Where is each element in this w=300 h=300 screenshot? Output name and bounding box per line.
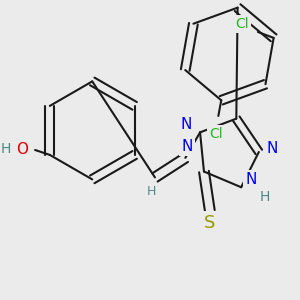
Text: N: N — [181, 117, 192, 132]
Text: Cl: Cl — [236, 17, 249, 31]
Text: N: N — [182, 139, 193, 154]
Text: S: S — [204, 214, 215, 232]
Text: N: N — [267, 140, 278, 155]
Text: H: H — [0, 142, 11, 156]
Text: N: N — [245, 172, 257, 187]
Text: O: O — [16, 142, 28, 157]
Text: Cl: Cl — [210, 127, 223, 141]
Text: H: H — [260, 190, 270, 204]
Text: H: H — [146, 185, 156, 198]
